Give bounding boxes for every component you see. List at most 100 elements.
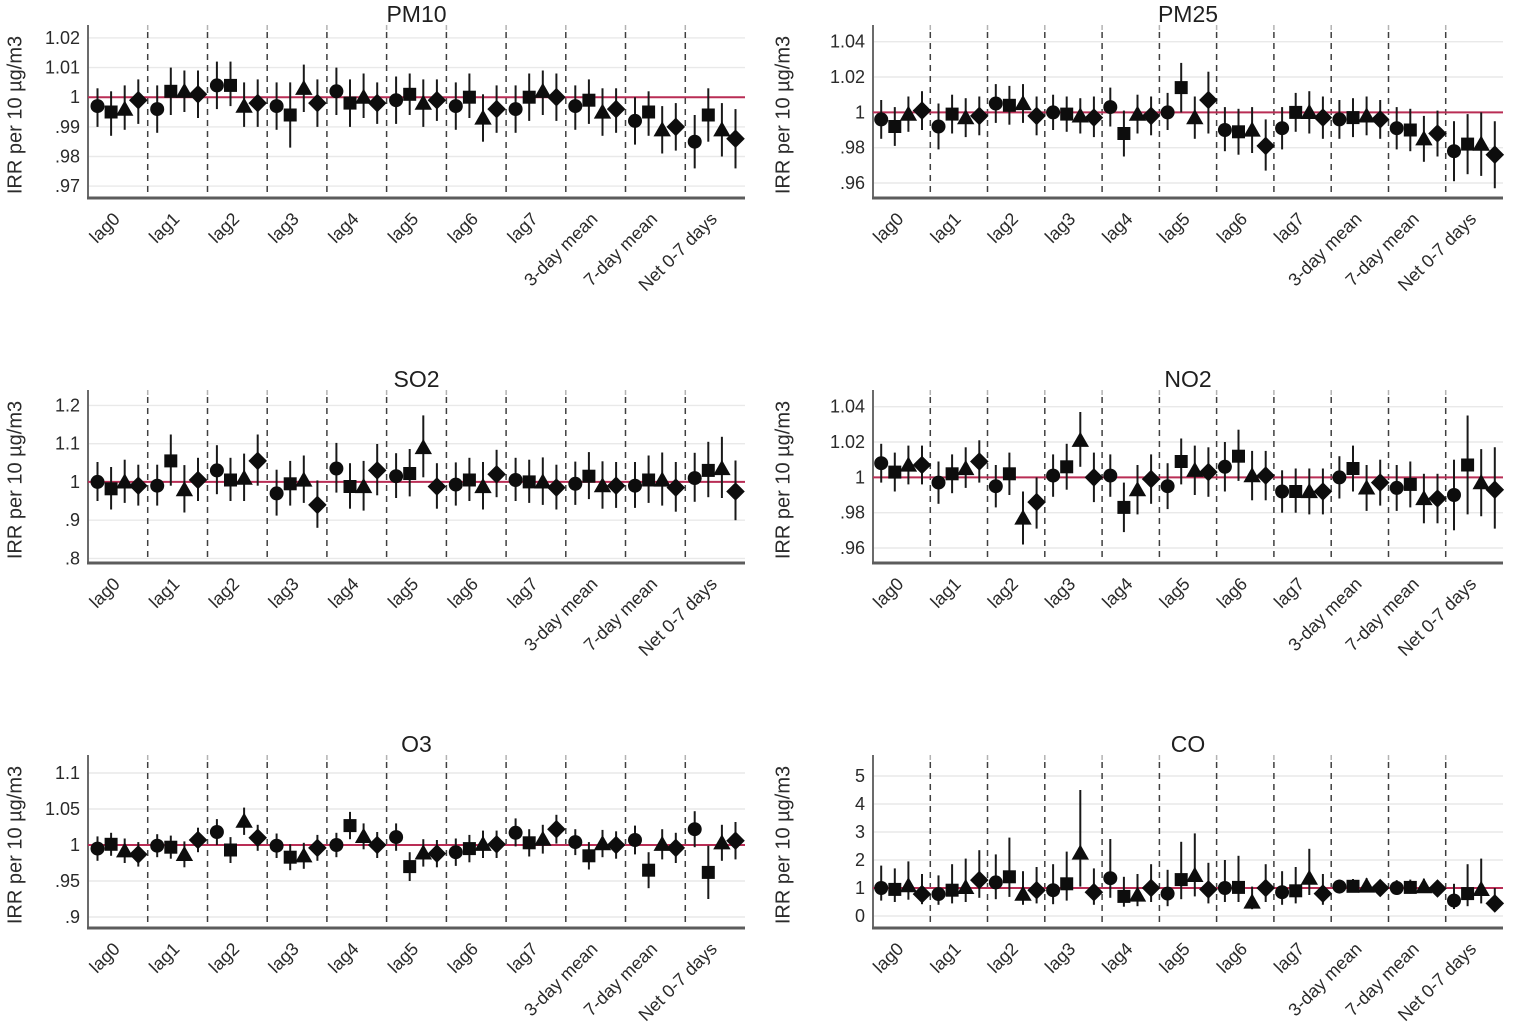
panel-title: PM10 [386,1,447,27]
marker-circle [389,469,404,484]
svg-text:lag3: lag3 [1041,209,1079,247]
marker-triangle [534,473,552,489]
marker-triangle [957,459,975,476]
marker-square [224,78,237,92]
svg-text:lag1: lag1 [145,209,183,247]
svg-text:1: 1 [70,835,80,855]
marker-diamond [1370,110,1390,129]
marker-diamond [188,470,208,490]
marker-square [164,454,178,468]
svg-text:lag0: lag0 [869,209,907,247]
marker-circle [1275,121,1290,136]
marker-diamond [367,93,387,113]
svg-text:1.02: 1.02 [830,67,865,87]
marker-diamond [308,838,327,858]
y-tick-labels: 5 4 3 2 1 0 [855,766,865,926]
marker-circle [90,474,105,489]
series-diamond [129,814,745,868]
marker-square [343,819,357,833]
category-separators [929,755,1447,928]
marker-triangle [1472,880,1490,896]
marker-circle [1447,144,1461,159]
marker-triangle [474,835,492,851]
series-triangle [899,84,1490,176]
marker-square [1289,105,1303,119]
marker-triangle [1415,130,1433,146]
marker-diamond [367,835,387,855]
svg-text:lag0: lag0 [86,209,124,247]
marker-diamond [1199,462,1218,482]
panel-so2: SO2 IRR per 10 µg/m3 1.2 1.1 1.9.8 lag0 lag1… [0,365,757,730]
panel-title: SO2 [393,366,440,392]
svg-text:lag4: lag4 [324,574,362,612]
marker-triangle [1186,461,1204,477]
marker-square [224,473,237,487]
marker-square [1461,458,1475,472]
marker-square [1461,137,1475,151]
marker-diamond [1199,90,1218,110]
marker-circle [508,825,523,840]
svg-text:1.04: 1.04 [830,32,865,52]
svg-text:.9: .9 [65,907,80,927]
marker-triangle [116,100,134,116]
marker-diamond [1485,145,1505,164]
panel-plot: 1.2 1.1 1 .9 .8 lag0 lag1 lag2 lag3 lag4 lag5 lag6 l… [55,390,745,660]
panel-no2: NO2 IRR per 10 µg/m3 1.04 1.02 1.98.96 lag0… [757,365,1515,730]
svg-text:lag7: lag7 [1270,574,1308,612]
marker-square [1403,123,1417,137]
marker-diamond [1256,136,1275,156]
svg-text:lag4: lag4 [1098,209,1136,247]
svg-text:.98: .98 [55,147,80,167]
svg-text:lag3: lag3 [1041,574,1079,612]
marker-triangle [295,79,313,95]
svg-text:lag3: lag3 [265,939,303,977]
marker-diamond [308,495,327,515]
marker-triangle [175,845,194,861]
panel-pm10: PM10 IRR per 10 µg/m3 1.02 1.01 1.99.98.97… [0,0,757,365]
marker-circle [1217,123,1232,137]
marker-circle [150,102,165,117]
svg-text:1: 1 [855,102,865,122]
marker-diamond [970,106,989,126]
marker-circle [1103,871,1118,886]
marker-diamond [1313,884,1333,903]
marker-square [104,105,118,119]
marker-circle [1103,468,1118,483]
marker-diamond [308,93,327,113]
marker-circle [90,99,105,114]
marker-triangle [175,82,194,98]
marker-triangle [1415,489,1433,506]
marker-square [522,475,536,489]
marker-triangle [899,877,918,893]
svg-text:lag4: lag4 [324,939,362,977]
marker-circle [209,78,224,93]
series-triangle [116,807,731,869]
marker-diamond [188,85,208,104]
marker-diamond [188,830,208,850]
marker-triangle [593,103,612,119]
marker-circle [988,96,1003,111]
svg-text:lag0: lag0 [86,574,124,612]
marker-circle [209,463,224,478]
marker-triangle [1472,135,1490,151]
marker-triangle [534,82,552,98]
marker-triangle [1357,877,1376,893]
svg-text:1: 1 [855,878,865,898]
svg-text:.96: .96 [840,538,865,558]
marker-diamond [1428,124,1447,143]
marker-triangle [474,477,492,494]
marker-triangle [713,834,731,850]
category-separators [929,390,1447,563]
marker-circle [389,93,404,108]
svg-text:lag4: lag4 [1098,574,1136,612]
marker-diamond [606,99,626,119]
marker-diamond [1084,882,1104,902]
marker-square [1461,887,1475,901]
marker-square [164,840,178,854]
marker-square [1403,477,1417,491]
series-square [104,811,715,899]
svg-text:1.02: 1.02 [45,28,80,48]
marker-square [403,467,417,480]
marker-square [462,473,476,487]
series-circle [90,811,702,866]
